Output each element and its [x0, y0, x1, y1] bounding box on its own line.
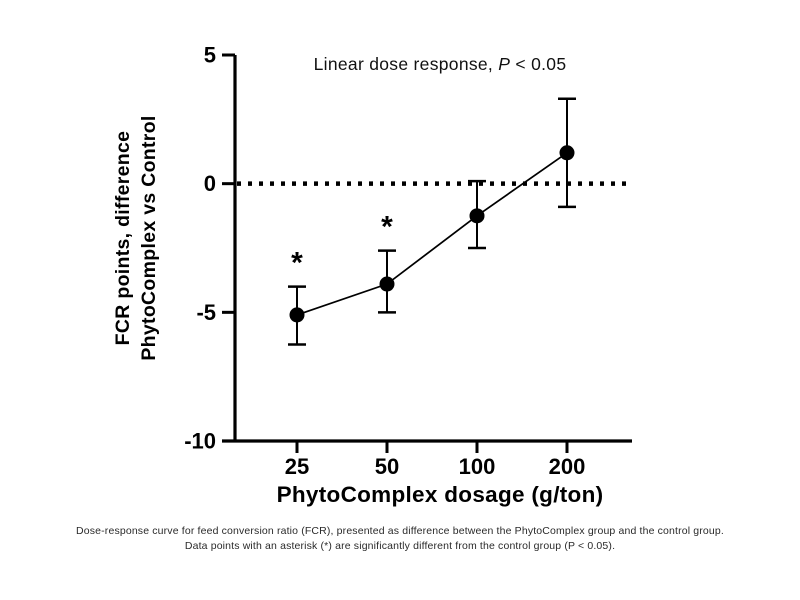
- data-point-marker: [559, 145, 575, 161]
- data-point-marker: [469, 208, 485, 224]
- x-tick-label: 25: [285, 454, 309, 479]
- y-tick-label: -5: [196, 300, 216, 325]
- data-point-marker: [379, 276, 395, 292]
- y-tick-label: 0: [204, 171, 216, 196]
- x-axis-label: PhytoComplex dosage (g/ton): [276, 482, 604, 507]
- chart-annotation: Linear dose response, P < 0.05: [140, 54, 740, 75]
- data-series-line: [296, 152, 568, 316]
- y-tick-label: -10: [184, 429, 216, 454]
- annotation-suffix: < 0.05: [510, 54, 567, 74]
- caption-line-2: Data points with an asterisk (*) are sig…: [184, 540, 616, 552]
- annotation-p-symbol: P: [498, 54, 511, 74]
- x-tick-label: 200: [549, 454, 586, 479]
- significance-asterisk: *: [381, 211, 393, 244]
- x-tick-label: 50: [375, 454, 399, 479]
- annotation-prefix: Linear dose response,: [313, 54, 499, 74]
- figure-caption: Dose-response curve for feed conversion …: [0, 524, 800, 554]
- x-tick-label: 100: [459, 454, 496, 479]
- y-tick-label: 5: [204, 43, 216, 68]
- significance-asterisk: *: [291, 247, 303, 280]
- data-point-marker: [289, 307, 305, 323]
- caption-line-1: Dose-response curve for feed conversion …: [76, 525, 724, 537]
